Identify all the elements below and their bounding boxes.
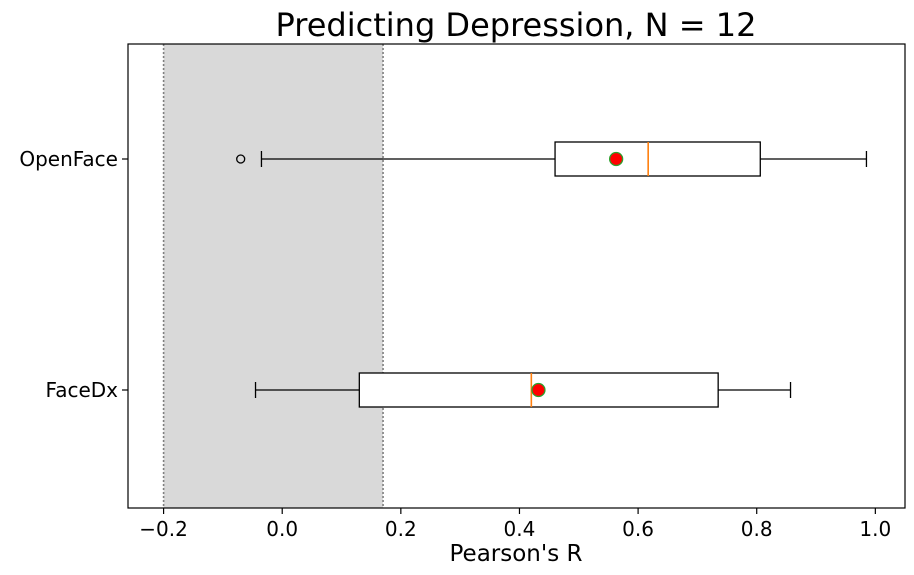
plot-area: OpenFace FaceDx −0.2 0.0 0.2 0.4 0.6 0.8 1.0	[19, 43, 906, 541]
y-tick-label-facedx: FaceDx	[46, 378, 119, 402]
plot-frame	[127, 43, 906, 509]
chart-title: Predicting Depression, N = 12	[276, 6, 757, 44]
x-tick-label: 0.0	[266, 517, 298, 541]
x-tick-label: −0.2	[139, 517, 188, 541]
x-tick-label: 1.0	[859, 517, 891, 541]
x-tick-label: 0.8	[741, 517, 773, 541]
openface-mean	[608, 151, 624, 167]
facedx-box	[358, 372, 719, 408]
x-tick-label: 0.2	[385, 517, 417, 541]
openface-outlier	[236, 154, 246, 164]
x-tick-label: 0.6	[622, 517, 654, 541]
openface-box	[554, 141, 761, 177]
x-tick-label: 0.4	[504, 517, 536, 541]
facedx-mean	[531, 382, 546, 398]
shaded-region	[163, 44, 384, 508]
y-tick-label-openface: OpenFace	[19, 147, 118, 171]
x-axis-label: Pearson's R	[450, 541, 583, 567]
